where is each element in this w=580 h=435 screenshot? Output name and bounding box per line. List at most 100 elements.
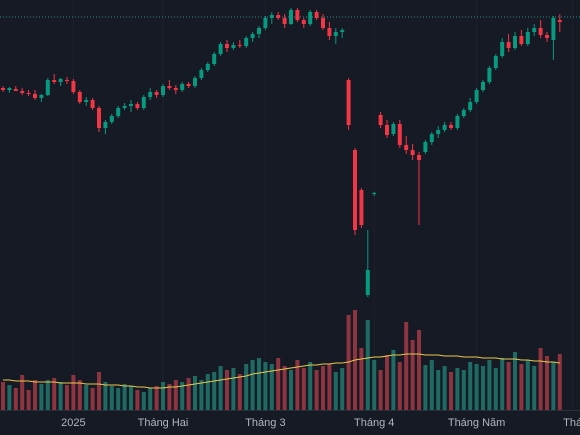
candle-body <box>372 193 377 194</box>
candle-body <box>154 92 159 95</box>
volume-bar <box>436 370 441 410</box>
volume-bar <box>404 322 409 410</box>
volume-bar <box>97 372 101 410</box>
volume-bar <box>378 370 383 410</box>
candle-body <box>26 93 31 94</box>
candle-body <box>493 56 498 68</box>
candle-body <box>410 150 415 155</box>
candle-body <box>506 42 511 48</box>
volume-bar <box>58 382 63 410</box>
candle-body <box>39 95 44 98</box>
volume-bar <box>327 364 332 410</box>
candle-body <box>513 36 517 48</box>
volume-bar <box>237 374 242 410</box>
candle-body <box>423 142 428 152</box>
candle-body <box>449 125 453 128</box>
candle-body <box>225 44 229 48</box>
candle-body <box>52 80 57 82</box>
candle-body <box>180 84 185 90</box>
x-tick-label: 2025 <box>61 417 85 429</box>
volume-bar <box>295 360 300 410</box>
candle-body <box>84 100 89 102</box>
volume-bar <box>122 384 127 410</box>
volume-bar <box>45 380 50 410</box>
volume-bar <box>269 364 274 410</box>
volume-bar <box>90 388 95 410</box>
x-tick-label: Thá <box>563 417 580 429</box>
candle-body <box>71 81 76 92</box>
volume-bar <box>397 362 402 410</box>
volume-bar <box>84 385 89 410</box>
volume-bar <box>417 330 421 410</box>
candle-body <box>199 70 204 78</box>
candle-body <box>417 155 421 160</box>
candle-body <box>333 32 338 36</box>
volume-bar <box>333 372 338 410</box>
candle-body <box>122 106 127 108</box>
volume-bar <box>161 382 165 410</box>
candle-body <box>301 20 306 24</box>
candle-body <box>173 88 178 90</box>
volume-bar <box>410 340 415 410</box>
time-axis <box>0 411 580 435</box>
candle-body <box>263 18 268 28</box>
candle-body <box>129 104 133 106</box>
volume-bar <box>340 368 345 410</box>
volume-bar <box>263 362 268 410</box>
candle-body <box>218 44 223 54</box>
volume-bar <box>487 360 492 410</box>
volume-bar <box>391 350 396 410</box>
volume-bar <box>225 370 229 410</box>
volume-bar <box>500 358 505 410</box>
volume-bar <box>551 362 556 410</box>
volume-bar <box>525 360 530 410</box>
candle-body <box>481 82 485 90</box>
candle-body <box>109 116 114 122</box>
candle-body <box>33 94 37 98</box>
volume-bar <box>474 364 479 410</box>
volume-bar <box>244 364 249 410</box>
volume-bar <box>103 382 108 410</box>
volume-bar <box>20 375 25 410</box>
volume-bar <box>77 380 82 410</box>
candle-body <box>442 125 447 130</box>
volume-bar <box>205 374 210 410</box>
candle-body <box>269 15 274 18</box>
candle-body <box>45 80 50 95</box>
candle-body <box>385 125 389 135</box>
candle-body <box>500 42 505 56</box>
volume-bar <box>199 380 204 410</box>
candle-body <box>436 130 441 134</box>
candle-body <box>365 270 370 295</box>
candle-body <box>551 18 556 40</box>
candle-body <box>282 18 287 24</box>
candle-body <box>353 150 357 230</box>
volume-bar <box>429 360 434 410</box>
candle-body <box>538 28 543 35</box>
volume-bar <box>372 360 377 410</box>
candle-body <box>397 124 402 145</box>
volume-bar <box>538 348 543 410</box>
candle-body <box>65 80 69 81</box>
candle-body <box>404 145 409 150</box>
volume-bar <box>250 360 255 410</box>
candle-body <box>346 80 351 125</box>
candle-body <box>340 30 345 32</box>
candle-body <box>257 28 261 34</box>
volume-bar <box>257 358 261 410</box>
volume-bar <box>173 380 178 410</box>
candle-body <box>116 108 121 116</box>
volume-bar <box>148 388 153 410</box>
candle-body <box>474 90 479 102</box>
volume-bar <box>13 388 18 410</box>
candle-body <box>557 20 562 22</box>
volume-bar <box>193 376 197 410</box>
candle-body <box>231 45 236 48</box>
volume-bar <box>289 370 293 410</box>
candle-body <box>13 89 18 91</box>
x-tick-label: Tháng 3 <box>245 417 285 429</box>
candle-body <box>359 190 364 225</box>
x-tick-label: Tháng 4 <box>354 417 394 429</box>
